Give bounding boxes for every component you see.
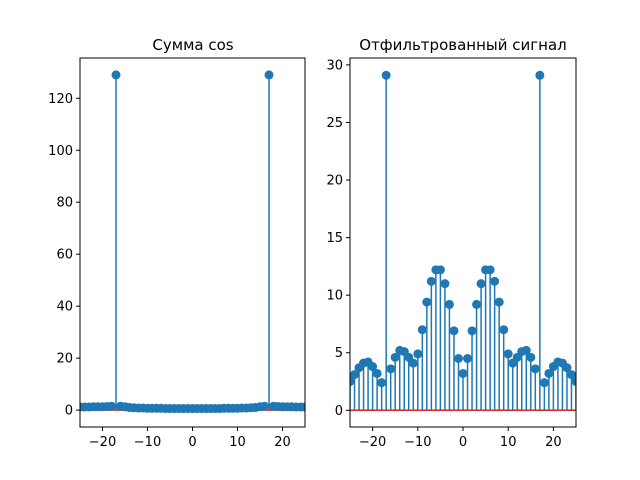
data-point [381,70,391,80]
data-point [417,325,427,335]
y-tick-label: 15 [326,231,343,246]
data-point [539,378,549,388]
x-tick-label: 20 [274,435,291,450]
data-point [260,401,269,411]
data-point [449,326,459,336]
y-tick-label: 20 [326,174,343,189]
panel-filtered-signal: Отфильтрованный сигнал −20 −10 0 10 20 0 5 10 15… [326,36,577,450]
y-tick-label: 0 [335,404,343,419]
data-point [562,363,572,373]
y-tick-label: 80 [56,196,73,211]
data-point [440,279,450,289]
x-tick-label: 10 [229,435,246,450]
x-tick-label: −20 [89,435,116,450]
axis-ticks: −20 −10 0 10 20 0 5 10 15 20 25 30 [326,58,561,450]
data-point [350,370,360,380]
data-point [485,265,495,275]
data-point [264,70,274,80]
data-point [386,364,396,374]
x-tick-label: 10 [500,435,517,450]
plot-area [350,70,576,412]
data-point [413,349,423,359]
data-point [111,70,121,80]
data-point [300,402,305,412]
data-point [535,70,545,80]
y-tick-label: 10 [326,289,343,304]
panel-sum-cos: Сумма cos −20 −10 0 10 20 0 20 40 60 80 100 120 [48,36,306,450]
data-point [526,352,536,362]
data-point [444,299,454,309]
data-point [422,297,432,307]
y-tick-label: 5 [335,346,343,361]
data-point [426,276,436,286]
plot-area [80,70,305,414]
data-point [494,297,504,307]
axes-frame [79,57,306,428]
x-tick-label: 20 [545,435,562,450]
x-tick-label: −10 [404,435,431,450]
x-tick-label: −20 [359,435,386,450]
data-point [463,353,473,363]
data-point [368,362,378,372]
data-point [530,364,540,374]
y-tick-label: 100 [48,144,73,159]
data-point [571,377,576,387]
data-point [467,326,477,336]
data-point [350,377,355,387]
data-point [490,276,500,286]
x-tick-label: 0 [188,435,196,450]
chart-title: Отфильтрованный сигнал [359,36,566,54]
y-tick-label: 0 [65,404,73,419]
data-point [544,368,554,378]
data-point [503,349,513,359]
y-tick-label: 40 [56,300,73,315]
data-point [458,368,468,378]
y-tick-label: 30 [326,58,343,73]
series-stems [350,70,576,412]
data-point [472,299,482,309]
y-tick-label: 25 [326,116,343,131]
data-point [372,368,382,378]
y-tick-label: 20 [56,352,73,367]
data-point [435,265,445,275]
x-tick-label: 0 [459,435,467,450]
series-stems [80,70,305,414]
data-point [377,378,387,388]
y-tick-label: 60 [56,248,73,263]
data-point [390,352,400,362]
chart-title: Сумма cos [152,36,233,54]
data-point [566,370,576,380]
axes-frame [349,57,577,428]
x-tick-label: −10 [134,435,161,450]
y-tick-label: 120 [48,92,73,107]
data-point [521,345,531,355]
axis-ticks: −20 −10 0 10 20 0 20 40 60 80 100 120 [48,92,291,450]
data-point [453,353,463,363]
data-point [408,358,418,368]
data-point [499,325,509,335]
data-point [476,279,486,289]
data-point [107,401,116,411]
